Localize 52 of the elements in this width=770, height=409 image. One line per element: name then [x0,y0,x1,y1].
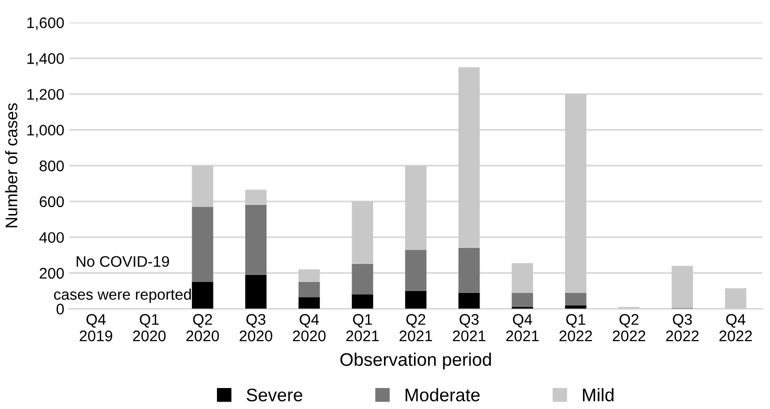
x-tick-label: Q2 2021 [400,314,432,342]
bar [352,294,374,309]
legend-label: Moderate [406,388,480,402]
y-tick-label: 1,400 [27,53,64,66]
bar [565,292,586,306]
x-tick-label: Q4 2020 [292,314,326,342]
x-tick-label: Q4 2022 [719,314,752,342]
y-tick-label: 200 [40,268,64,279]
x-tick-label: Q1 2021 [346,314,379,342]
bar [512,263,534,293]
x-tick-label: Q4 2019 [80,314,112,342]
y-axis-title: Number of cases [5,103,18,228]
bar [458,292,480,309]
y-tick-label: 0 [56,304,64,314]
bar [352,264,374,294]
bar [565,94,586,293]
bar [298,269,320,282]
y-tick-label: 1,200 [27,88,64,102]
bar [458,67,480,248]
x-tick-label: Q2 2022 [612,314,646,342]
legend-label: Severe [246,388,302,402]
x-tick-label: Q3 2020 [240,314,272,342]
bar [192,206,214,282]
bar [298,282,320,298]
bar [724,288,746,309]
y-tick-label: 1,600 [27,17,64,30]
bar [298,297,320,309]
bar [672,266,693,308]
y-tick-label: 800 [40,160,64,172]
bar [458,248,480,293]
x-tick-label: Q1 2020 [133,314,166,342]
legend-label: Mild [583,388,614,402]
y-tick-label: 400 [39,232,64,243]
x-tick-label: Q3 2022 [666,314,699,342]
bar [352,201,374,264]
bar [245,205,267,275]
x-tick-label: Q3 2021 [452,314,486,342]
y-tick-label: 1,000 [27,124,64,138]
bar [245,274,267,309]
bar [405,166,426,250]
bar [512,292,534,308]
bar [192,166,214,207]
x-tick-label: Q1 2022 [560,314,592,342]
x-tick-label: Q2 2020 [186,314,219,342]
x-axis-title: Observation period [340,352,491,370]
bar [565,305,586,309]
y-tick-label: 600 [40,196,64,208]
bar [245,190,267,206]
bar [405,290,426,309]
x-tick-label: Q4 2021 [506,314,539,342]
bar [192,282,214,309]
bar [405,250,426,291]
